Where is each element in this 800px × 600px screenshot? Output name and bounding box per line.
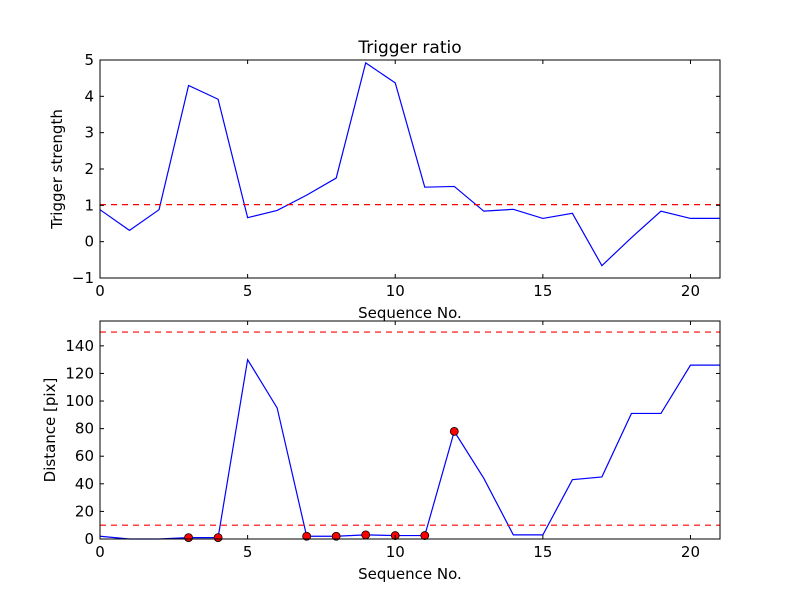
y-tick-label: 140	[65, 337, 94, 355]
y-tick-label: 20	[75, 502, 94, 520]
series-line	[99, 61, 720, 267]
x-tick-label: 0	[95, 543, 105, 561]
chart-title: Trigger ratio	[357, 38, 461, 58]
axes-frame	[99, 59, 721, 279]
x-tick-label: 0	[95, 282, 105, 300]
data-point	[213, 533, 223, 543]
y-tick-label: 100	[65, 392, 94, 410]
data-point	[361, 530, 371, 540]
y-tick-label: 5	[84, 51, 94, 69]
y-tick-label: 120	[65, 364, 94, 382]
y-tick-label: 4	[84, 87, 94, 105]
y-tick-label: 0	[84, 530, 94, 548]
axes-frame	[99, 320, 721, 540]
x-tick-label: 5	[243, 543, 253, 561]
y-tick-label: 60	[75, 447, 94, 465]
y-tick-label: −1	[72, 269, 94, 287]
x-tick-label: 15	[533, 543, 552, 561]
y-tick-label: 80	[75, 420, 94, 438]
data-point	[449, 426, 459, 436]
x-tick-label: 10	[386, 543, 405, 561]
x-axis-label: Sequence No.	[358, 565, 462, 583]
y-tick-label: 0	[84, 233, 94, 251]
x-axis-label: Sequence No.	[358, 304, 462, 322]
y-axis-label: Trigger strength	[48, 109, 66, 230]
data-point	[302, 531, 312, 541]
x-tick-label: 10	[386, 282, 405, 300]
series-line	[99, 357, 720, 540]
y-tick-label: 3	[84, 124, 94, 142]
trigger-ratio-chart: Trigger ratio Sequence No. Trigger stren…	[48, 38, 721, 322]
distance-chart: Sequence No. Distance [pix] 0 5 10 15 20 0 20 4…	[41, 320, 721, 583]
data-point	[420, 531, 430, 540]
y-tick-label: 2	[84, 160, 94, 178]
y-tick-label: 40	[75, 475, 94, 493]
y-tick-label: 1	[84, 196, 94, 214]
x-tick-label: 5	[243, 282, 253, 300]
data-point	[331, 531, 341, 541]
data-point	[184, 533, 193, 543]
x-tick-label: 15	[533, 282, 552, 300]
x-tick-label: 20	[681, 282, 700, 300]
y-axis-label: Distance [pix]	[41, 378, 59, 483]
x-tick-label: 20	[681, 543, 700, 561]
